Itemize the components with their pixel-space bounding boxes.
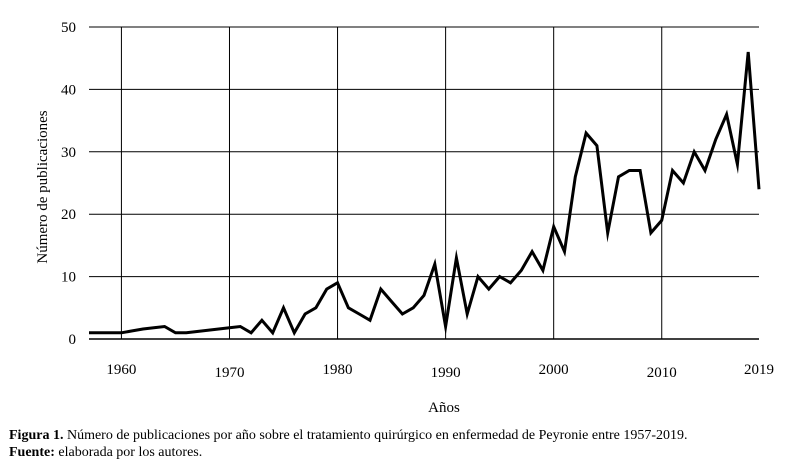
x-tick-label: 1980	[323, 362, 353, 378]
y-tick-labels: 0 10 20 30 40 50	[61, 20, 76, 348]
y-tick-label: 30	[61, 145, 76, 161]
figure-caption: Figura 1. Número de publicaciones por añ…	[9, 427, 688, 444]
y-axis-label: Número de publicaciones	[35, 110, 51, 263]
source-caption: Fuente: elaborada por los autores.	[9, 444, 202, 461]
y-tick-label: 10	[61, 270, 76, 286]
source-text: elaborada por los autores.	[54, 445, 203, 460]
series-line-0	[89, 51, 761, 337]
y-tick-label: 50	[61, 20, 76, 36]
y-tick-label: 20	[61, 207, 76, 223]
y-tick-label: 0	[69, 332, 77, 348]
x-tick-label: 2000	[539, 362, 569, 378]
source-label: Fuente:	[9, 445, 55, 460]
x-tick-label: 2019	[744, 362, 774, 378]
x-tick-label: 1960	[106, 362, 136, 378]
series-layer	[89, 51, 761, 337]
publications-line-chart: 0 10 20 30 40 50 1960 1970 1980 1990 2000 2010 2019…	[35, 20, 774, 416]
x-tick-label: 1970	[214, 365, 244, 381]
figure-label: Figura 1.	[9, 428, 64, 443]
grid-lines	[89, 26, 759, 340]
figure-caption-text: Número de publicaciones por año sobre el…	[63, 428, 688, 443]
x-tick-label: 2010	[647, 365, 677, 381]
x-axis-label: Años	[428, 400, 460, 416]
x-tick-label: 1990	[431, 365, 461, 381]
x-tick-labels: 1960 1970 1980 1990 2000 2010 2019	[106, 362, 774, 381]
y-tick-label: 40	[61, 82, 76, 98]
